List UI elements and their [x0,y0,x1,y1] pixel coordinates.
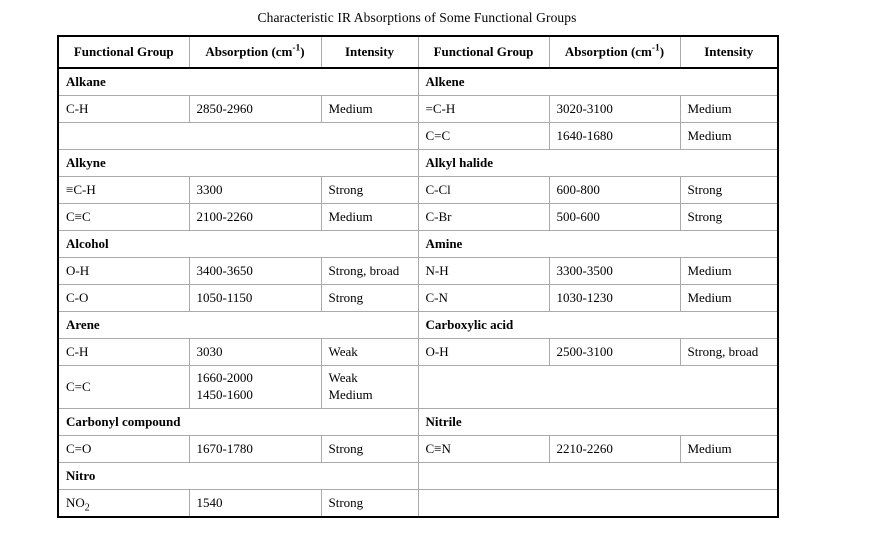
intensity-cell: Strong, broad [679,338,779,366]
functional-group-cell: C-O [57,284,190,312]
table-row: Alkane Alkene [57,67,779,96]
functional-group-cell: N-H [417,257,550,285]
section-header-cell: Alkane [57,67,419,96]
table-row: NO2 1540 Strong [57,488,779,518]
column-header-cell: Intensity [679,35,779,69]
intensity-cell: Medium [320,95,419,123]
table-row: Nitro [57,461,779,490]
section-header-cell: Carboxylic acid [417,311,779,339]
empty-cell [417,461,779,490]
absorption-cell: 3400-3650 [188,257,322,285]
table-row: Alcohol Amine [57,230,779,258]
functional-group-cell: NO2 [57,488,190,518]
table-row: C=O 1670-1780 Strong C≡N 2210-2260 Medium [57,434,779,463]
functional-group-cell: C-H [57,95,190,123]
intensity-cell: Medium [679,257,779,285]
functional-group-cell: C-Br [417,203,550,231]
table-row: Alkyne Alkyl halide [57,149,779,177]
absorption-cell: 2210-2260 [548,434,681,463]
column-header-cell: Functional Group [57,35,190,69]
ir-absorption-table: Functional Group Absorption (cm-1) Intensi… [57,35,779,518]
table-row: C=C 1640-1680 Medium [57,122,779,150]
functional-group-cell: C-Cl [417,176,550,204]
column-header-cell: Functional Group [417,35,550,69]
empty-cell [417,365,779,409]
functional-group-cell: O-H [57,257,190,285]
functional-group-cell: C=C [57,365,190,409]
column-header-cell: Absorption (cm-1) [188,35,322,69]
functional-group-cell: C=O [57,434,190,463]
intensity-cell: Strong, broad [320,257,419,285]
ir-table-body: Functional Group Absorption (cm-1) Intensi… [57,35,779,518]
table-row: C-O 1050-1150 Strong C-N 1030-1230 Medium [57,284,779,312]
intensity-cell: Strong [679,176,779,204]
empty-cell [417,488,779,518]
absorption-cell: 3300-3500 [548,257,681,285]
section-header-cell: Nitrile [417,407,779,436]
intensity-cell: Strong [320,176,419,204]
absorption-cell: 2100-2260 [188,203,322,231]
table-row: ≡C-H 3300 Strong C-Cl 600-800 Strong [57,176,779,204]
functional-group-cell: C=C [417,122,550,150]
table-row: O-H 3400-3650 Strong, broad N-H 3300-3500 Med… [57,257,779,285]
absorption-cell: 1670-1780 [188,434,322,463]
absorption-cell: 3030 [188,338,322,366]
functional-group-cell: C-N [417,284,550,312]
intensity-cell: Weak Medium [320,365,419,409]
absorption-cell: 1050-1150 [188,284,322,312]
section-header-cell: Arene [57,311,419,339]
table-row: C-H 2850-2960 Medium =C-H 3020-3100 Medium [57,95,779,123]
absorption-cell: 500-600 [548,203,681,231]
section-header-cell: Amine [417,230,779,258]
functional-group-cell: ≡C-H [57,176,190,204]
table-row: Arene Carboxylic acid [57,311,779,339]
functional-group-cell: C≡C [57,203,190,231]
column-header-cell: Absorption (cm-1) [548,35,681,69]
column-header-cell: Intensity [320,35,419,69]
absorption-cell: 2850-2960 [188,95,322,123]
absorption-cell: 3300 [188,176,322,204]
absorption-cell: 1660-2000 1450-1600 [188,365,322,409]
table-row: C≡C 2100-2260 Medium C-Br 500-600 Strong [57,203,779,231]
absorption-cell: 3020-3100 [548,95,681,123]
intensity-cell: Strong [320,488,419,518]
functional-group-cell: C-H [57,338,190,366]
table-row: C=C 1660-2000 1450-1600 Weak Medium [57,365,779,409]
section-header-cell: Alcohol [57,230,419,258]
section-header-cell: Nitro [57,461,419,490]
absorption-cell: 1030-1230 [548,284,681,312]
table-row: Carbonyl compound Nitrile [57,407,779,436]
absorption-cell: 1640-1680 [548,122,681,150]
section-header-cell: Carbonyl compound [57,407,419,436]
intensity-cell: Strong [320,434,419,463]
table-row: C-H 3030 Weak O-H 2500-3100 Strong, broad [57,338,779,366]
intensity-cell: Medium [679,434,779,463]
intensity-cell: Medium [679,95,779,123]
absorption-cell: 1540 [188,488,322,518]
intensity-cell: Medium [679,122,779,150]
section-header-cell: Alkyl halide [417,149,779,177]
page-title: Characteristic IR Absorptions of Some Fu… [257,10,577,25]
absorption-cell: 2500-3100 [548,338,681,366]
functional-group-cell: C≡N [417,434,550,463]
intensity-cell: Strong [320,284,419,312]
functional-group-cell: =C-H [417,95,550,123]
intensity-cell: Medium [679,284,779,312]
empty-cell [57,122,419,150]
table-header-row: Functional Group Absorption (cm-1) Intensi… [57,35,779,69]
section-header-cell: Alkyne [57,149,419,177]
section-header-cell: Alkene [417,67,779,96]
intensity-cell: Strong [679,203,779,231]
absorption-cell: 600-800 [548,176,681,204]
intensity-cell: Weak [320,338,419,366]
intensity-cell: Medium [320,203,419,231]
functional-group-cell: O-H [417,338,550,366]
